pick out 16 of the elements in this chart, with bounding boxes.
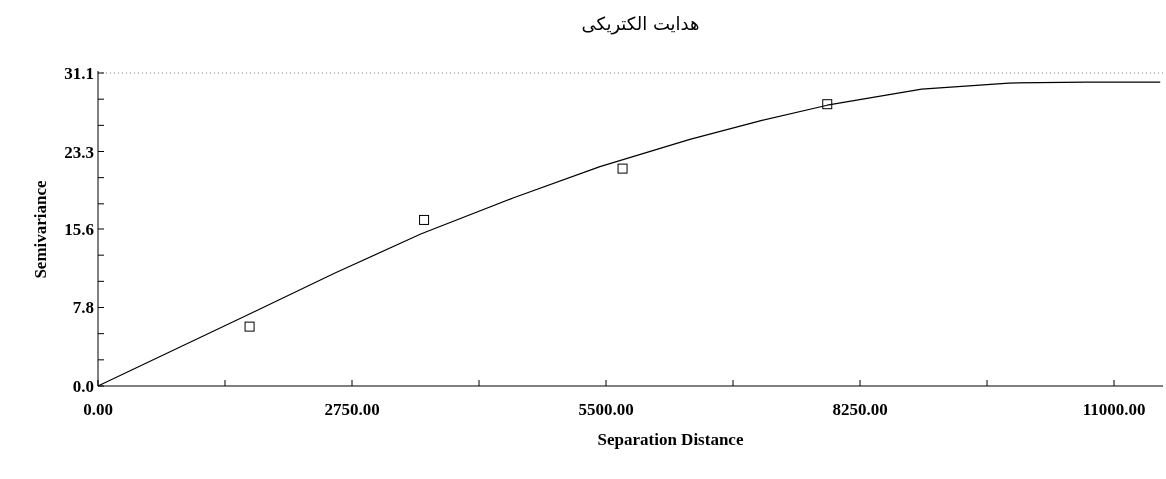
chart-title: هدایت الکتریکی [581,13,700,35]
y-tick-label: 31.1 [64,64,94,83]
y-tick-label: 7.8 [72,298,94,318]
point [419,214,430,225]
x-axis-title: Separation Distance [597,430,744,449]
x-tick-label: 11000.00 [1082,400,1146,419]
point [244,321,255,332]
y-tick-label: 23.3 [64,142,94,162]
x-tick-label: 8250.00 [832,400,888,419]
x-tick-label: 2750.00 [324,400,380,419]
x-tick-label: 5500.00 [578,400,634,419]
point [617,163,628,174]
y-axis-title: Semivariance [31,179,50,279]
y-tick-label: 15.6 [64,220,94,239]
x-tick-label: 0.00 [83,400,113,419]
y-tick-label: 0.0 [72,377,94,396]
